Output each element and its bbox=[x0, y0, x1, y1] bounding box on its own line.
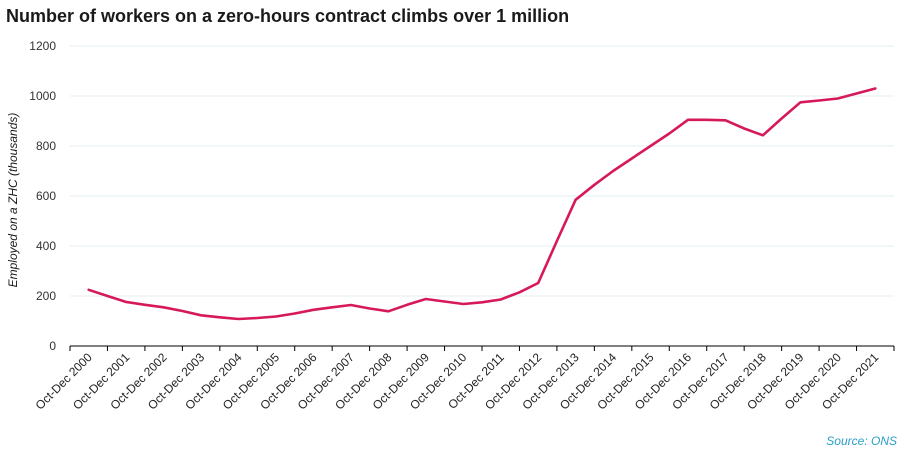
series-line bbox=[87, 87, 877, 321]
y-tick-label: 1200 bbox=[29, 39, 56, 53]
y-axis-ticks: 0 200 400 600 800 1000 1200 bbox=[29, 39, 56, 353]
y-tick-label: 800 bbox=[36, 139, 56, 153]
series-group bbox=[87, 87, 877, 321]
y-tick-label: 600 bbox=[36, 189, 56, 203]
gridlines bbox=[70, 45, 894, 297]
chart-title: Number of workers on a zero-hours contra… bbox=[6, 6, 570, 26]
y-tick-label: 1000 bbox=[29, 89, 56, 103]
source-note: Source: ONS bbox=[826, 434, 897, 448]
y-tick-label: 400 bbox=[36, 239, 56, 253]
y-tick-label: 0 bbox=[49, 339, 56, 353]
x-axis bbox=[69, 345, 895, 351]
y-tick-label: 200 bbox=[36, 289, 56, 303]
